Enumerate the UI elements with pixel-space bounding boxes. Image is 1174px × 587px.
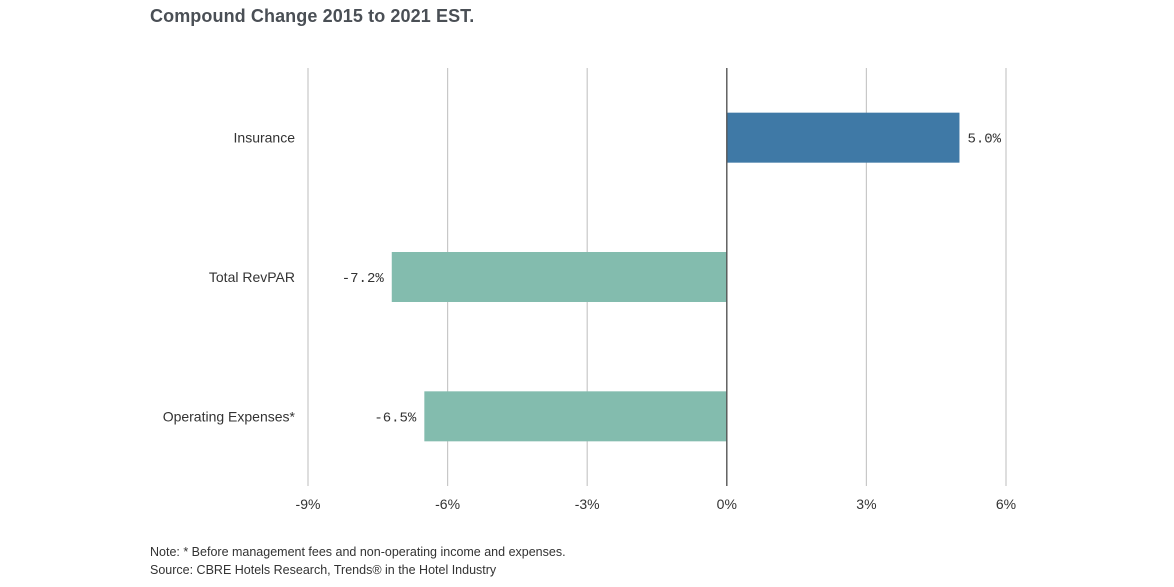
bar bbox=[391, 252, 727, 302]
chart-source: Source: CBRE Hotels Research, Trends® in… bbox=[150, 563, 497, 577]
x-tick-label: -9% bbox=[296, 496, 321, 512]
x-tick-label: -6% bbox=[435, 496, 460, 512]
x-tick-label: -3% bbox=[575, 496, 600, 512]
bar bbox=[726, 112, 960, 163]
x-tick-label: 0% bbox=[717, 496, 737, 512]
data-label: -7.2% bbox=[342, 271, 385, 287]
x-tick-label: 3% bbox=[856, 496, 876, 512]
data-label: -6.5% bbox=[374, 410, 417, 426]
x-tick-label: 6% bbox=[996, 496, 1016, 512]
chart-title: Compound Change 2015 to 2021 EST. bbox=[150, 6, 475, 26]
data-label: 5.0% bbox=[967, 132, 1001, 148]
category-label: Insurance bbox=[234, 130, 296, 146]
category-label: Total RevPAR bbox=[209, 269, 295, 285]
bar bbox=[424, 391, 727, 442]
chart-note: Note: * Before management fees and non-o… bbox=[150, 545, 566, 559]
category-label: Operating Expenses* bbox=[163, 408, 296, 424]
